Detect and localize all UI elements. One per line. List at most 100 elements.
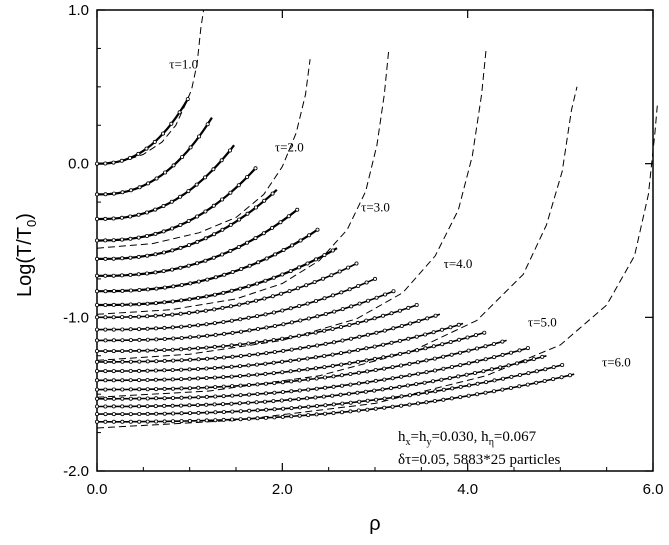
particle-point [179,282,184,287]
particle-point [119,215,124,220]
particle-point [187,323,192,328]
particle-point [332,309,337,314]
particle-point [389,353,394,358]
particle-point [568,373,573,378]
particle-point [430,379,435,384]
particle-point [458,395,463,400]
particle-point [264,351,269,356]
particle-curve [95,276,377,332]
particle-point [365,332,370,337]
particle-point [154,176,159,181]
particle-point [390,365,395,370]
particle-point [137,185,142,190]
particle-point [111,302,116,307]
particle-point [473,333,478,338]
particle-point [144,146,149,151]
particle-point [162,377,167,382]
particle-point [506,363,511,368]
particle-point [179,395,184,400]
particle-point [526,371,531,376]
particle-point [253,166,258,171]
particle-point [323,411,328,416]
particle-point [331,340,336,345]
particle-point [322,353,327,358]
particle-point [491,389,496,394]
particle-point [287,289,292,294]
particle-point [230,269,235,274]
particle-point [331,384,336,389]
particle-point [306,344,311,349]
particle-point [145,301,150,306]
particle-point [279,291,284,296]
particle-point [203,258,208,263]
particle-point [256,260,261,265]
particle-point [534,369,539,374]
particle-point [188,145,193,150]
particle-point [162,358,167,363]
particle-point [380,387,385,392]
particle-point [295,207,300,212]
particle-point [322,365,327,370]
series-labels: τ=1.0 τ=2.0 τ=3.0 τ=4.0 τ=5.0 τ=6.0 [169,56,631,369]
particle-point [305,367,310,372]
particle-point [449,364,454,369]
particle-curve [95,354,547,409]
particle-point [246,341,251,346]
particle-point [356,370,361,375]
particle-point [306,413,311,418]
particle-point [330,293,335,298]
particle-point [187,310,192,315]
particle-point [187,376,192,381]
particle-point [416,371,421,376]
particle-point [281,406,286,411]
particle-point [228,248,233,253]
particle-point [382,405,387,410]
y-axis-title-close: ) [14,213,36,220]
particle-point [339,362,344,367]
particle-point [263,371,268,376]
particle-point [313,298,318,303]
y-tick-label: -2.0 [63,463,89,480]
particle-point [162,368,167,373]
particle-point [281,322,286,327]
particle-point [120,419,125,424]
particle-point [152,139,157,144]
particle-point [273,252,278,257]
particle-point [449,396,454,401]
particle-point [186,218,191,223]
particle-point [228,304,233,309]
particle-point [295,286,300,291]
particle-point [161,313,166,318]
particle-point [195,366,200,371]
particle-point [204,366,209,371]
particle-point [137,287,142,292]
particle-point [95,192,100,197]
particle-curve [95,330,487,383]
particle-point [331,410,336,415]
particle-curve-line [97,278,376,331]
particle-point [449,352,454,357]
particle-point [246,400,251,405]
particle-point [145,348,150,353]
particle-point [286,214,291,219]
particle-point [272,323,277,328]
series-label: τ=5.0 [528,315,557,330]
particle-point [128,327,133,332]
particle-point [483,390,488,395]
particle-point [322,328,327,333]
particle-point [280,336,285,341]
analytic-curve [96,59,311,249]
particle-point [195,214,200,219]
particle-point [95,327,100,332]
particle-point [338,324,343,329]
particle-point [111,315,116,320]
particle-point [498,365,503,370]
particle-point [542,378,547,383]
particle-point [441,387,446,392]
particle-point [230,330,235,335]
particle-point [238,393,243,398]
particle-point [424,370,429,375]
particle-point [288,306,293,311]
particle-point [236,183,241,188]
particle-point [238,417,243,422]
